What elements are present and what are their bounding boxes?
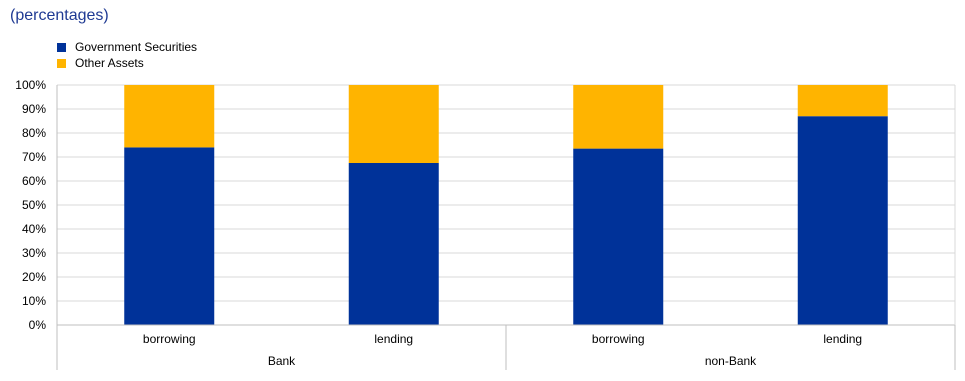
legend-item-government-securities: Government Securities — [57, 39, 197, 55]
legend-label-other-assets: Other Assets — [75, 56, 144, 70]
bar-segment — [348, 85, 439, 163]
x-tick-label: lending — [823, 332, 862, 346]
y-tick-label: 90% — [22, 102, 46, 116]
bar-segment — [797, 85, 888, 117]
y-tick-label: 0% — [29, 318, 47, 332]
y-tick-label: 100% — [15, 78, 46, 92]
bar-segment — [124, 147, 215, 325]
y-tick-label: 50% — [22, 198, 46, 212]
x-tick-label: borrowing — [592, 332, 645, 346]
chart-subtitle: (percentages) — [10, 7, 109, 24]
group-label: Bank — [268, 354, 296, 368]
bar-segment — [348, 163, 439, 325]
y-tick-label: 80% — [22, 126, 46, 140]
y-tick-label: 10% — [22, 294, 46, 308]
legend-label-government-securities: Government Securities — [75, 40, 198, 54]
legend: Government Securities Other Assets — [57, 39, 197, 71]
x-tick-label: lending — [374, 332, 413, 346]
bar-segment — [797, 116, 888, 325]
y-tick-label: 20% — [22, 270, 46, 284]
bar-segment — [573, 85, 664, 149]
y-tick-label: 60% — [22, 174, 46, 188]
y-tick-label: 40% — [22, 222, 46, 236]
y-tick-label: 70% — [22, 150, 46, 164]
bar-segment — [124, 85, 215, 148]
bar-segment — [573, 148, 664, 325]
y-tick-label: 30% — [22, 246, 46, 260]
legend-item-other-assets: Other Assets — [57, 55, 197, 71]
group-label: non-Bank — [705, 354, 757, 368]
legend-swatch-other-assets — [57, 58, 66, 68]
legend-swatch-government-securities — [57, 42, 66, 52]
x-tick-label: borrowing — [143, 332, 196, 346]
